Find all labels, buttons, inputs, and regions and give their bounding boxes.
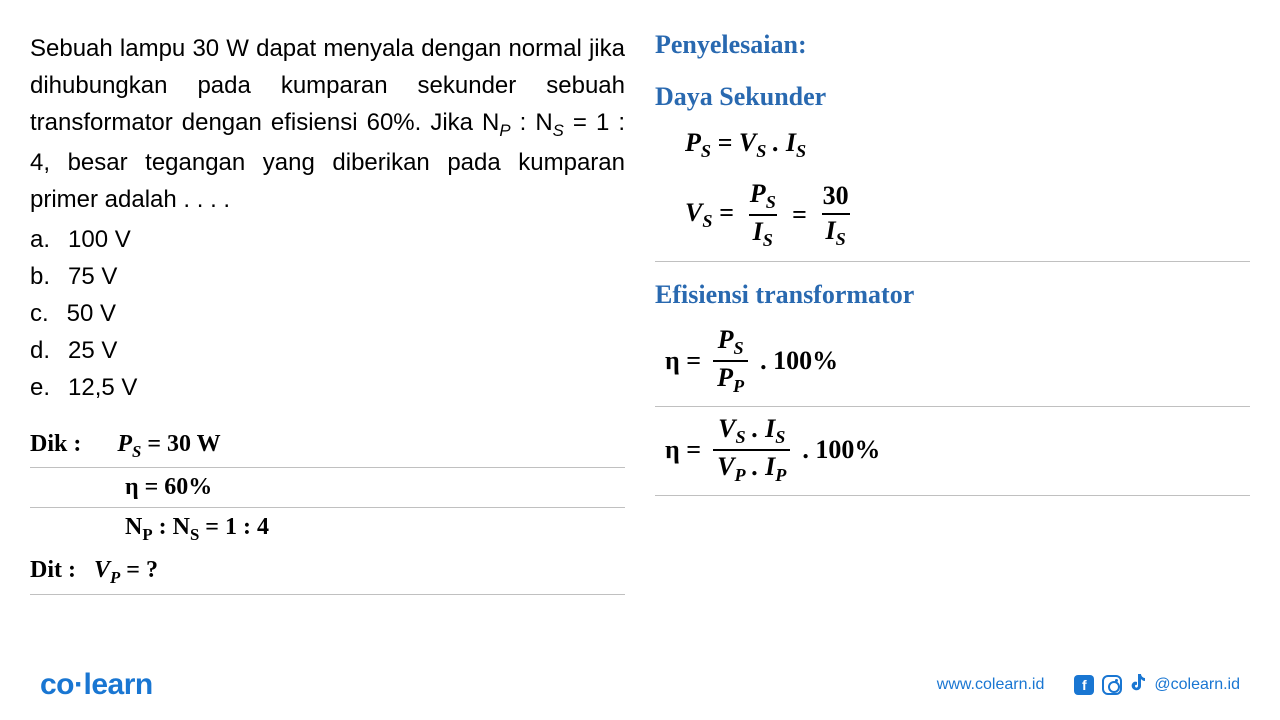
social-handle: @colearn.id [1154, 676, 1240, 694]
option-d: d. 25 V [30, 332, 625, 369]
right-column: Penyelesaian: Daya Sekunder PS = VS . IS… [655, 30, 1250, 595]
eq4-den-vsub: P [734, 465, 745, 485]
dik-label: Dik : [30, 431, 81, 457]
eq4-den-dot: . I [746, 452, 776, 481]
eq2-num-sub: S [766, 192, 776, 212]
eq2-den2-var: I [826, 216, 836, 245]
option-c-value: 50 V [67, 295, 116, 332]
option-a-label: a. [30, 221, 50, 258]
eq1-dot: . I [766, 128, 796, 157]
eq4-lhs: η = [665, 435, 701, 465]
dik1-var: P [117, 431, 132, 457]
dit-sub: P [110, 568, 120, 587]
eq3-rest: . 100% [760, 346, 838, 376]
dit-rest: = ? [120, 557, 158, 583]
equation-4: η = VS . IS VP . IP . 100% [655, 407, 1250, 496]
dit-line: Dit : VP = ? [30, 551, 625, 595]
option-b: b. 75 V [30, 258, 625, 295]
option-e: e. 12,5 V [30, 369, 625, 406]
eq4-den-v: V [717, 452, 734, 481]
eq2-num-var: P [750, 179, 766, 208]
main-content: Sebuah lampu 30 W dapat menyala dengan n… [0, 0, 1280, 595]
solution-title: Penyelesaian: [655, 30, 1250, 60]
eq2-num2: 30 [819, 182, 853, 213]
eq1-lhs-var: P [685, 128, 701, 157]
equation-2: VS = PS IS = 30 IS [655, 172, 1250, 261]
dik-line-1: Dik : PS = 30 W [30, 425, 625, 469]
instagram-icon [1102, 675, 1122, 695]
eq3-num-sub: S [733, 338, 743, 358]
footer-right: www.colearn.id f @colearn.id [937, 673, 1240, 697]
eq2-eq: = [712, 198, 733, 227]
eq3-lhs: η = [665, 346, 701, 376]
logo-dot-icon: · [74, 668, 84, 701]
logo-learn: learn [84, 668, 153, 701]
option-b-label: b. [30, 258, 50, 295]
option-d-value: 25 V [68, 332, 117, 369]
brand-logo: co·learn [40, 668, 153, 702]
dit-label: Dit : [30, 557, 76, 583]
eq4-den-isub: P [775, 465, 786, 485]
eq2-den2-sub: S [836, 229, 846, 249]
dik3-mid: : N [153, 514, 190, 540]
option-d-label: d. [30, 332, 50, 369]
equation-1: PS = VS . IS [655, 120, 1250, 172]
dik2-text: η = 60% [125, 474, 212, 500]
dik1-sub: S [132, 441, 141, 460]
eq4-rest: . 100% [802, 435, 880, 465]
dik1-rest: = 30 W [141, 431, 220, 457]
given-section: Dik : PS = 30 W η = 60% NP : NS = 1 : 4 … [30, 425, 625, 595]
eq3-num-var: P [718, 325, 734, 354]
problem-statement: Sebuah lampu 30 W dapat menyala dengan n… [30, 30, 625, 219]
eq4-num-vsub: S [735, 427, 745, 447]
section2-title: Efisiensi transformator [655, 280, 1250, 310]
problem-sub-p: P [499, 121, 510, 140]
dit-var: V [94, 557, 110, 583]
option-e-value: 12,5 V [68, 369, 137, 406]
eq3-den-var: P [717, 363, 733, 392]
eq1-end-sub: S [796, 141, 806, 161]
equation-3: η = PS PP . 100% [655, 318, 1250, 407]
dik3-na: N [125, 514, 142, 540]
option-c: c. 50 V [30, 295, 625, 332]
option-c-label: c. [30, 295, 49, 332]
eq4-num-isub: S [775, 427, 785, 447]
left-column: Sebuah lampu 30 W dapat menyala dengan n… [30, 30, 625, 595]
eq3-den-sub: P [733, 376, 744, 396]
dik-line-3: NP : NS = 1 : 4 [30, 508, 625, 551]
facebook-icon: f [1074, 675, 1094, 695]
eq2-eq2: = [792, 200, 807, 230]
problem-text-mid: : N [511, 109, 553, 136]
eq4-num-dot: . I [746, 414, 776, 443]
eq2-den-sub: S [763, 231, 773, 251]
social-links: f @colearn.id [1074, 673, 1240, 697]
eq4-num-v: V [718, 414, 735, 443]
dik-line-2: η = 60% [30, 468, 625, 508]
option-a-value: 100 V [68, 221, 131, 258]
eq2-lhs-var: V [685, 198, 702, 227]
option-e-label: e. [30, 369, 50, 406]
eq2-den-var: I [753, 217, 763, 246]
option-a: a. 100 V [30, 221, 625, 258]
dik3-asub: P [142, 525, 152, 544]
footer: co·learn www.colearn.id f @colearn.id [0, 650, 1280, 720]
logo-co: co [40, 668, 74, 701]
problem-sub-s: S [553, 121, 564, 140]
option-b-value: 75 V [68, 258, 117, 295]
website-url: www.colearn.id [937, 676, 1045, 694]
eq1-mid: = V [711, 128, 756, 157]
eq2-lhs-sub: S [702, 211, 712, 231]
dik3-bsub: S [190, 525, 199, 544]
dik3-rest: = 1 : 4 [199, 514, 269, 540]
eq1-rhs-sub: S [756, 141, 766, 161]
tiktok-icon [1130, 673, 1146, 697]
section1-title: Daya Sekunder [655, 82, 1250, 112]
eq1-lhs-sub: S [701, 141, 711, 161]
answer-options: a. 100 V b. 75 V c. 50 V d. 25 V e. 12,5 V [30, 221, 625, 407]
